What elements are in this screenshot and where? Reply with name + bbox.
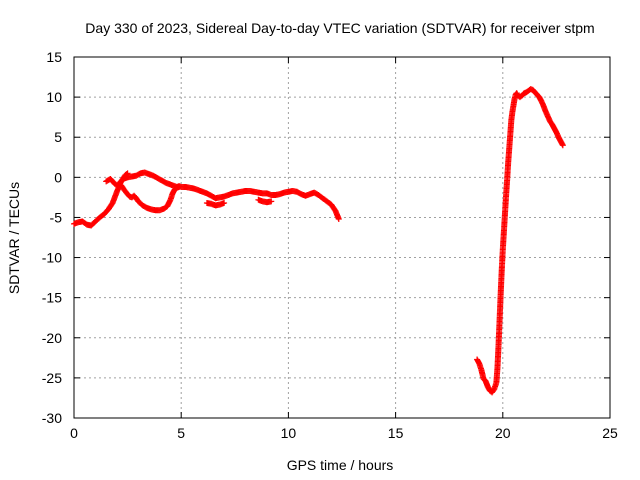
x-tick-label: 10: [281, 425, 297, 441]
data-point: [268, 198, 275, 205]
data-point: [221, 200, 228, 207]
y-tick-label: -15: [42, 290, 62, 306]
data-point: [559, 142, 566, 149]
series-segment: [255, 196, 275, 206]
x-axis-label: GPS time / hours: [287, 457, 394, 473]
data-point: [176, 183, 183, 190]
data-point: [335, 216, 342, 223]
y-axis-label: SDTVAR / TECUs: [6, 182, 22, 294]
chart-title: Day 330 of 2023, Sidereal Day-to-day VTE…: [85, 20, 594, 36]
y-tick-label: 15: [46, 49, 62, 65]
y-tick-label: -30: [42, 410, 62, 426]
y-tick-label: 0: [54, 169, 62, 185]
plot-frame: [73, 56, 611, 419]
y-tick-label: 10: [46, 89, 62, 105]
series-0: [71, 86, 566, 396]
tick-labels: 0 5 10 15 20 25 -30 -25 -20 -15 -10 -5 0 5 10 15: [42, 49, 618, 441]
y-tick-label: 5: [54, 129, 62, 145]
series-segment: [474, 86, 566, 396]
series-segment: [118, 182, 183, 214]
x-tick-label: 0: [70, 425, 78, 441]
x-tick-label: 15: [388, 425, 404, 441]
series-segment: [203, 200, 228, 209]
x-tick-label: 5: [177, 425, 185, 441]
x-tick-label: 25: [602, 425, 618, 441]
y-tick-label: -10: [42, 250, 62, 266]
y-tick-label: -25: [42, 370, 62, 386]
y-tick-label: -20: [42, 330, 62, 346]
series-segment: [103, 169, 342, 223]
y-tick-label: -5: [50, 209, 63, 225]
x-tick-label: 20: [495, 425, 511, 441]
data-points: [71, 86, 566, 396]
